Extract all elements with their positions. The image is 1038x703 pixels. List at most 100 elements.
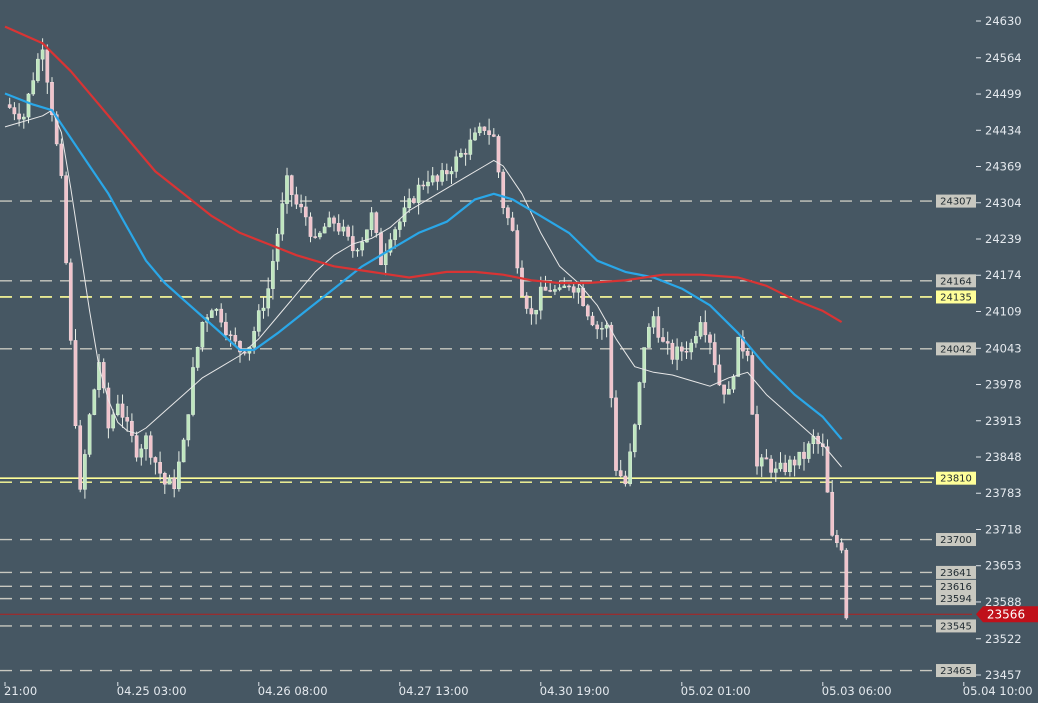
candle-body <box>45 49 50 83</box>
candle-body <box>642 347 647 383</box>
y-tick-label: 23978 <box>985 378 1022 392</box>
current-price-tag <box>976 606 1038 623</box>
candle-body <box>844 549 849 619</box>
candle-body <box>200 321 205 348</box>
candle-body <box>322 226 327 234</box>
candle-body <box>755 414 759 467</box>
candle-body <box>581 287 585 306</box>
candle-body <box>106 387 111 429</box>
candle-body <box>68 262 73 341</box>
level-tag-box <box>936 342 976 356</box>
level-tag-box <box>936 565 976 579</box>
y-tick-label: 23588 <box>985 595 1022 609</box>
candle-body <box>139 448 144 458</box>
candle-body <box>369 212 374 230</box>
candle-body <box>797 451 802 466</box>
y-tick-label: 24174 <box>985 268 1022 282</box>
candle-body <box>416 184 421 203</box>
candle-body <box>520 267 524 297</box>
y-tick-label: 23718 <box>985 522 1022 536</box>
level-tag-label: 23810 <box>940 474 972 485</box>
candle-body <box>618 470 623 477</box>
candle-body <box>209 310 214 318</box>
candle-body <box>792 459 797 466</box>
candle-body <box>430 175 435 183</box>
candle-body <box>515 230 520 269</box>
x-tick-label: 05.02 01:00 <box>681 684 751 698</box>
candle-body <box>195 347 200 368</box>
candle-body <box>73 340 78 426</box>
candle-body <box>78 425 83 490</box>
level-tag-label: 24135 <box>940 292 972 303</box>
candle-body <box>412 198 416 203</box>
candle-body <box>148 435 153 458</box>
candle-body <box>332 217 336 224</box>
candle-body <box>538 286 543 311</box>
y-tick-label: 24239 <box>985 232 1022 246</box>
x-tick-label: 04.25 03:00 <box>117 684 187 698</box>
candle-body <box>393 229 397 240</box>
y-tick-label: 23913 <box>985 414 1022 428</box>
candle-body <box>595 324 600 330</box>
x-tick-label: 04.30 19:00 <box>540 684 610 698</box>
candle-body <box>134 435 139 458</box>
candle-body <box>585 305 590 317</box>
candle-body <box>684 350 689 353</box>
candle-body <box>656 316 661 338</box>
candle-body <box>600 327 604 330</box>
candle-body <box>181 439 186 463</box>
candle-body <box>92 389 97 415</box>
candle-body <box>557 287 562 290</box>
y-tick-label: 24434 <box>985 123 1022 137</box>
level-tag-box <box>936 194 976 208</box>
candle-body <box>496 136 501 173</box>
candle-body <box>661 337 665 342</box>
candle-body <box>722 384 726 395</box>
candle-body <box>783 462 788 472</box>
candle-body <box>374 212 379 233</box>
candle-body <box>529 308 534 315</box>
y-tick-label: 24304 <box>985 196 1022 210</box>
candle-body <box>252 331 256 348</box>
moving-averages <box>4 25 843 468</box>
candle-body <box>191 367 195 415</box>
level-tag-label: 23616 <box>940 582 972 593</box>
y-tick-label: 24043 <box>985 341 1022 355</box>
candle-body <box>12 107 17 115</box>
candle-body <box>261 307 266 311</box>
candle-body <box>355 249 360 252</box>
candle-body <box>50 82 54 115</box>
candle-body <box>224 321 228 336</box>
candle-body <box>736 336 741 377</box>
level-tag-box <box>936 592 976 606</box>
candle-body <box>158 462 162 474</box>
candle-body <box>130 420 134 436</box>
candle-body <box>40 49 45 60</box>
candle-body <box>665 341 670 344</box>
candle-body <box>365 229 369 243</box>
candle-body <box>506 207 510 219</box>
candle-body <box>444 170 449 175</box>
candle-body <box>703 322 708 336</box>
candle-body <box>524 295 529 309</box>
candle-body <box>745 350 750 356</box>
candle-body <box>689 342 694 353</box>
level-tag-box <box>936 619 976 633</box>
candle-body <box>637 382 642 425</box>
level-tag-label: 23465 <box>940 666 972 677</box>
candle-body <box>177 461 181 490</box>
y-tick-label: 24109 <box>985 304 1022 318</box>
candle-body <box>477 126 482 134</box>
candle-body <box>487 130 491 135</box>
ma-line <box>4 92 843 440</box>
candle-body <box>571 286 576 293</box>
candle-body <box>153 457 158 463</box>
level-tag-box <box>936 533 976 547</box>
candle-body <box>806 443 811 459</box>
candle-body <box>459 152 463 158</box>
candle-body <box>407 198 412 208</box>
candle-body <box>788 459 792 472</box>
candle-body <box>7 104 12 108</box>
candle-body <box>802 451 806 459</box>
y-tick-label: 24630 <box>985 14 1022 28</box>
